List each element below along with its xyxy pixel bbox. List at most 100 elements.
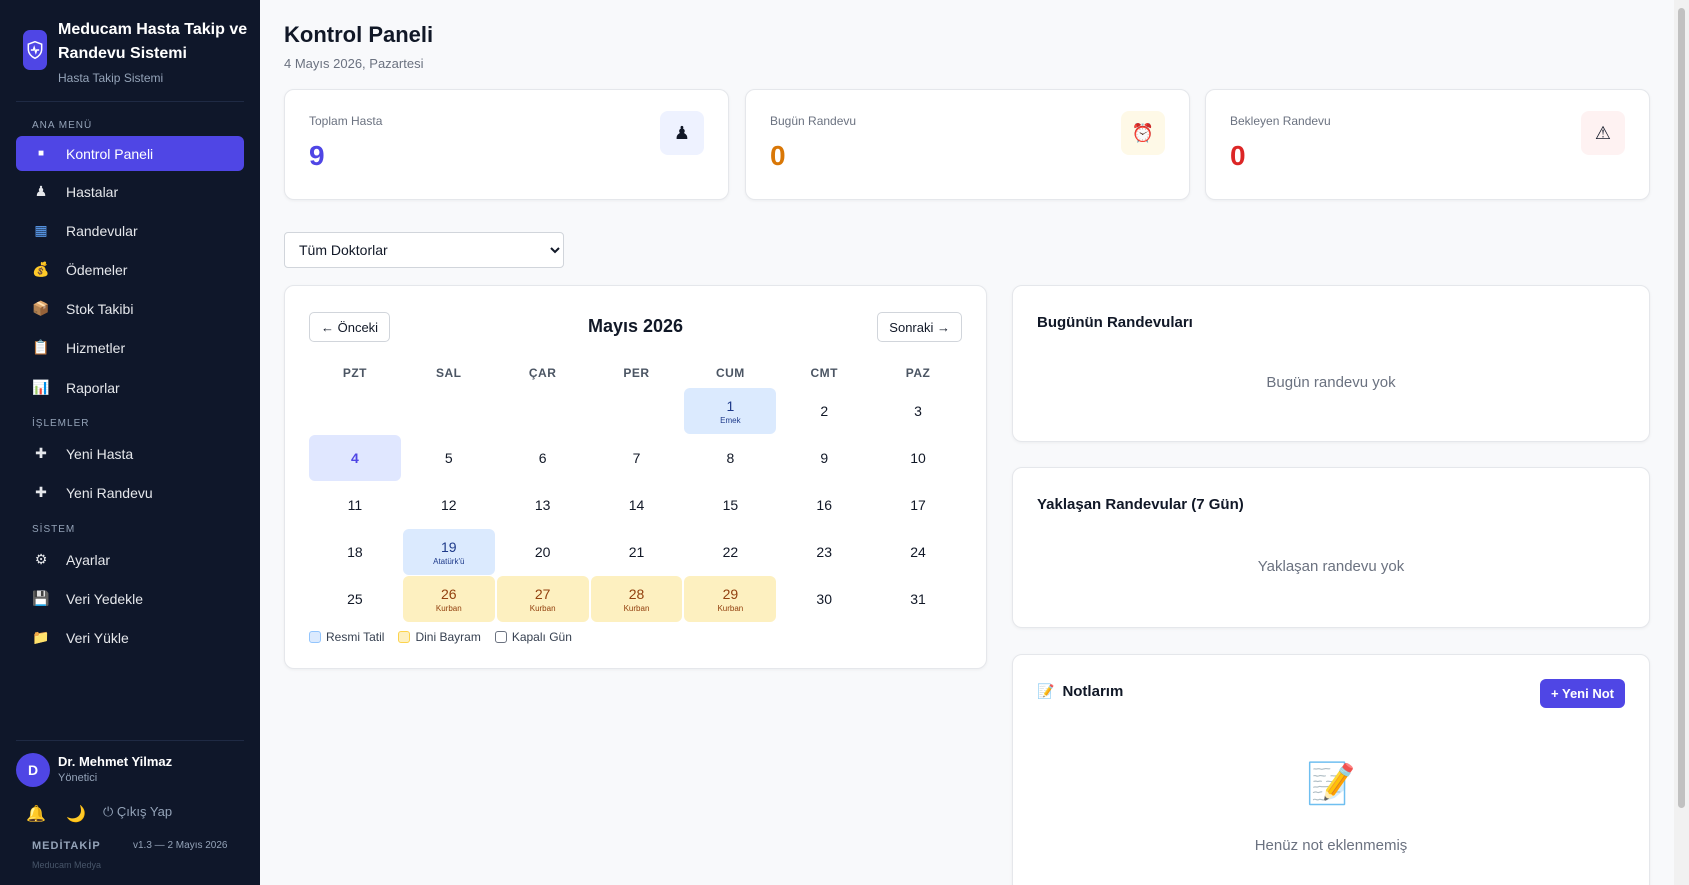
day-number: 26 [440,585,457,602]
empty-state-text: Yaklaşan randevu yok [1257,558,1405,575]
weekday-header: ÇAR [528,366,557,380]
person-icon: ♟ [660,111,704,155]
calendar-day[interactable]: 29 Kurban [684,576,777,622]
company-name: Meducam Medya [32,860,102,870]
calendar-day[interactable]: 25 [309,576,401,622]
weekday-header: PAZ [905,366,931,380]
calendar-day[interactable]: 13 [497,482,589,528]
calendar-day[interactable]: 17 [872,482,964,528]
moon-icon[interactable]: 🌙 [66,806,86,823]
stat-card-pending-appointments: Bekleyen Randevu 0 ⚠ [1205,89,1650,200]
sidebar-item-label: Hastalar [66,183,119,200]
sidebar-item-payments[interactable]: 💰 Ödemeler [16,252,244,287]
calendar-day[interactable]: 21 [591,529,683,575]
day-number: 1 [726,397,735,414]
calendar-day[interactable]: 23 [778,529,870,575]
stat-value: 0 [1230,140,1246,171]
page-scrollbar[interactable] [1674,0,1689,885]
sidebar-item-patients[interactable]: ♟ Hastalar [16,174,244,209]
panel-title: Yaklaşan Randevular (7 Gün) [1037,496,1244,513]
sidebar-item-label: Veri Yükle [66,629,129,646]
holiday-name: Kurban [529,603,556,613]
calendar-day[interactable]: 9 [778,435,870,481]
scrollbar-thumb[interactable] [1678,8,1685,808]
stat-value: 0 [770,140,786,171]
calendar-day[interactable]: 1 Emek [684,388,777,434]
app-version: v1.3 — 2 Mayıs 2026 [133,840,228,851]
memo-icon: 📝 [1306,762,1356,806]
bell-icon[interactable]: 🔔 [26,806,46,823]
brand-title: Meducam Hasta Takip ve Randevu Sistemi [58,21,248,62]
calendar-day[interactable]: 3 [872,388,964,434]
upcoming-appointments-panel: Yaklaşan Randevular (7 Gün) Yaklaşan ran… [1012,467,1650,628]
calendar-day[interactable]: 24 [872,529,964,575]
notes-panel: 📝 Notlarım + Yeni Not 📝 Henüz not eklenm… [1012,654,1650,885]
sidebar-item-appointments[interactable]: ▦ Randevular [16,213,244,248]
calendar-day[interactable]: 12 [403,482,495,528]
sidebar-item-label: Yeni Hasta [66,445,134,462]
notes-title: 📝 Notlarım [1037,683,1123,700]
calendar-day[interactable]: 27 Kurban [496,576,589,622]
plus-icon: ✚ [35,445,47,461]
calendar-card: ← Önceki Mayıs 2026 Sonraki → PZT SAL ÇAR P… [284,285,987,669]
calendar-day[interactable]: 15 [684,482,776,528]
gear-icon: ⚙ [34,551,48,567]
sidebar-item-label: Kontrol Paneli [66,145,154,162]
page-title: Kontrol Paneli [284,22,434,47]
memo-icon: 📝 [1037,683,1055,699]
calendar-day[interactable]: 8 [684,435,776,481]
day-number: 25 [347,591,363,607]
calendar-day[interactable]: 2 [778,388,870,434]
calendar-day[interactable]: 14 [591,482,683,528]
sidebar-item-label: Ödemeler [66,261,128,278]
app-name: MEDİTAKİP [32,840,101,852]
sidebar-item-dashboard[interactable]: ■ Kontrol Paneli [16,136,244,171]
new-note-button[interactable]: + Yeni Not [1540,679,1625,708]
doctor-filter-select[interactable]: Tüm Doktorlar [284,232,564,268]
day-number: 30 [816,591,832,607]
calendar-day[interactable]: 20 [497,529,589,575]
sidebar-item-reports[interactable]: 📊 Raporlar [16,370,244,405]
next-month-button[interactable]: Sonraki → [877,312,962,342]
sidebar-item-backup[interactable]: 💾 Veri Yedekle [16,581,244,616]
logout-button[interactable]: ⏻ Çıkış Yap [103,804,173,819]
legend-label: Kapalı Gün [511,630,572,644]
calendar-day[interactable]: 16 [778,482,870,528]
panel-title: Bugünün Randevuları [1037,314,1193,331]
weekday-header: PER [623,366,650,380]
day-number: 24 [910,544,926,560]
day-number: 15 [722,497,739,513]
day-number: 17 [910,497,926,513]
calendar-day[interactable]: 19 Atatürk'ü [402,529,495,575]
calendar-day[interactable]: 7 [591,435,683,481]
calendar-day[interactable]: 10 [872,435,964,481]
sidebar-divider [16,101,244,102]
calendar-day[interactable]: 28 Kurban [590,576,683,622]
calendar-day[interactable]: 11 [309,482,401,528]
section-actions-label: İŞLEMLER [32,418,90,429]
calendar-day[interactable]: 5 [403,435,495,481]
day-number: 21 [628,544,645,560]
calendar-day[interactable]: 18 [309,529,401,575]
prev-month-button[interactable]: ← Önceki [309,312,391,342]
sidebar-item-new-appointment[interactable]: ✚ Yeni Randevu [16,475,244,510]
sidebar-item-stock[interactable]: 📦 Stok Takibi [16,291,244,326]
legend-item: Kapalı Gün [494,630,572,644]
calendar-day-today[interactable]: 4 [309,435,401,481]
calendar-empty-cell [591,388,683,434]
avatar[interactable]: D [16,753,50,787]
sidebar-item-new-patient[interactable]: ✚ Yeni Hasta [16,436,244,471]
calendar-day[interactable]: 22 [684,529,776,575]
legend-item: Resmi Tatil [309,630,384,644]
sidebar-item-restore[interactable]: 📁 Veri Yükle [16,620,244,655]
warning-icon: ⚠ [1581,111,1625,155]
calendar-day[interactable]: 26 Kurban [402,576,495,622]
weekday-header: CMT [810,366,838,380]
calendar-day[interactable]: 31 [872,576,964,622]
sidebar-item-label: Hizmetler [66,339,126,356]
sidebar-item-services[interactable]: 📋 Hizmetler [16,330,244,365]
sidebar-item-settings[interactable]: ⚙ Ayarlar [16,542,244,577]
calendar-day[interactable]: 6 [497,435,589,481]
calendar-day[interactable]: 30 [778,576,870,622]
section-system-label: SİSTEM [32,524,76,535]
